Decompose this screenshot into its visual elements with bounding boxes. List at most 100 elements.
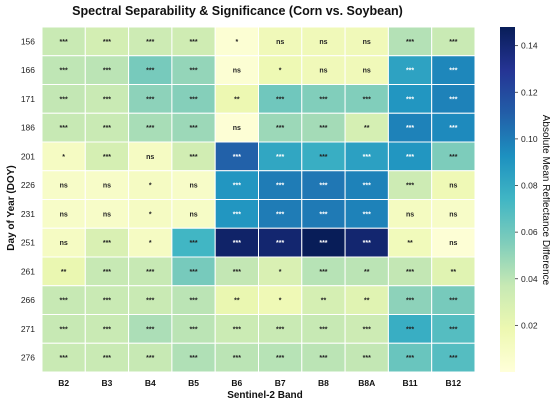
heatmap-cell <box>128 55 173 85</box>
cell-significance-label: * <box>279 269 282 276</box>
cell-significance-label: ns <box>60 183 68 190</box>
y-tick-label: 186 <box>21 123 35 133</box>
heatmap-cell <box>258 26 303 57</box>
cell-significance-label: *** <box>319 154 327 161</box>
x-tick-label: B7 <box>275 378 286 388</box>
heatmap-cell <box>301 199 346 229</box>
heatmap-cell <box>41 112 86 143</box>
cell-significance-label: *** <box>319 183 327 190</box>
heatmap-cell <box>387 170 433 200</box>
heatmap-cell <box>84 141 130 172</box>
cell-significance-label: ns <box>406 211 414 218</box>
cell-significance-label: *** <box>233 326 241 333</box>
heatmap-cell <box>301 227 346 258</box>
cell-significance-label: *** <box>449 96 457 103</box>
cell-significance-label: *** <box>276 125 284 132</box>
heatmap-cell <box>344 141 389 172</box>
cell-significance-label: * <box>279 298 282 305</box>
y-tick-label: 266 <box>21 295 35 305</box>
cell-significance-label: *** <box>103 269 111 276</box>
heatmap-cell <box>344 112 389 143</box>
heatmap-cell <box>128 342 173 373</box>
heatmap-cell <box>344 84 389 114</box>
heatmap-cell <box>431 55 476 85</box>
x-tick-label: B8A <box>358 378 375 388</box>
cell-significance-label: *** <box>146 68 154 75</box>
cell-significance-label: *** <box>189 68 197 75</box>
cell-significance-label: *** <box>319 211 327 218</box>
cell-significance-label: ns <box>319 39 327 46</box>
cell-significance-label: ns <box>449 240 457 247</box>
heatmap-cell <box>84 112 130 143</box>
heatmap-cell <box>171 342 216 373</box>
cell-significance-label: ** <box>407 240 413 247</box>
heatmap-cell <box>258 141 303 172</box>
cell-significance-label: *** <box>449 326 457 333</box>
cell-significance-label: *** <box>189 326 197 333</box>
cell-significance-label: *** <box>103 39 111 46</box>
cell-significance-label: *** <box>276 183 284 190</box>
cell-significance-label: *** <box>449 298 457 305</box>
cell-significance-label: *** <box>233 240 241 247</box>
heatmap-cell <box>431 314 476 344</box>
cell-significance-label: *** <box>146 298 154 305</box>
cell-significance-label: *** <box>189 39 197 46</box>
colorbar-tick-label: 0.14 <box>521 41 538 51</box>
heatmap-cell <box>128 141 173 172</box>
cell-significance-label: ns <box>189 183 197 190</box>
y-tick-label: 231 <box>21 209 35 219</box>
x-tick-label: B3 <box>102 378 113 388</box>
cell-significance-label: ns <box>276 39 284 46</box>
cell-significance-label: *** <box>406 96 414 103</box>
colorbar-tick-label: 0.02 <box>521 320 538 330</box>
heatmap-cell <box>387 256 433 287</box>
heatmap-cell <box>214 170 259 200</box>
colorbar-tick-label: 0.06 <box>521 227 538 237</box>
heatmap-cell <box>171 199 216 229</box>
cell-significance-label: *** <box>189 154 197 161</box>
cell-significance-label: ns <box>60 240 68 247</box>
cell-significance-label: *** <box>146 355 154 362</box>
x-tick-label: B5 <box>188 378 199 388</box>
cell-significance-label: *** <box>276 326 284 333</box>
cell-significance-label: ns <box>233 68 241 75</box>
heatmap-cell <box>41 170 86 200</box>
cell-significance-label: *** <box>103 125 111 132</box>
cell-significance-label: *** <box>406 68 414 75</box>
y-axis-ticks: 156 166 171 186 201 226 231 251 261 266 271 276 <box>21 36 35 362</box>
cell-significance-label: *** <box>233 355 241 362</box>
cell-significance-label: *** <box>60 298 68 305</box>
heatmap-cell <box>431 141 476 172</box>
y-tick-label: 166 <box>21 65 35 75</box>
heatmap-cell <box>214 84 259 114</box>
heatmap-cell <box>301 285 346 315</box>
y-axis-title: Day of Year (DOY) <box>6 165 17 250</box>
cell-significance-label: *** <box>449 154 457 161</box>
cell-significance-label: *** <box>363 211 371 218</box>
cell-significance-label: *** <box>60 39 68 46</box>
cell-significance-label: ns <box>449 183 457 190</box>
cell-significance-label: * <box>149 240 152 247</box>
cell-significance-label: ** <box>321 298 327 305</box>
heatmap-cell <box>258 342 303 373</box>
cell-significance-label: *** <box>319 125 327 132</box>
cell-significance-label: ** <box>364 269 370 276</box>
cell-significance-label: *** <box>319 269 327 276</box>
cell-significance-label: *** <box>406 183 414 190</box>
cell-significance-label: *** <box>406 326 414 333</box>
y-tick-label: 261 <box>21 266 35 276</box>
cell-significance-label: ns <box>60 211 68 218</box>
cell-significance-label: *** <box>103 298 111 305</box>
cell-significance-label: *** <box>233 183 241 190</box>
cell-significance-label: *** <box>363 96 371 103</box>
cell-significance-label: *** <box>103 96 111 103</box>
cell-significance-label: *** <box>449 39 457 46</box>
cell-significance-label: *** <box>363 183 371 190</box>
heatmap-cell <box>431 227 476 258</box>
cell-significance-label: ** <box>234 298 240 305</box>
heatmap-cell <box>431 170 476 200</box>
cell-significance-label: *** <box>146 125 154 132</box>
cell-significance-label: ns <box>189 211 197 218</box>
heatmap-cell <box>214 256 259 287</box>
